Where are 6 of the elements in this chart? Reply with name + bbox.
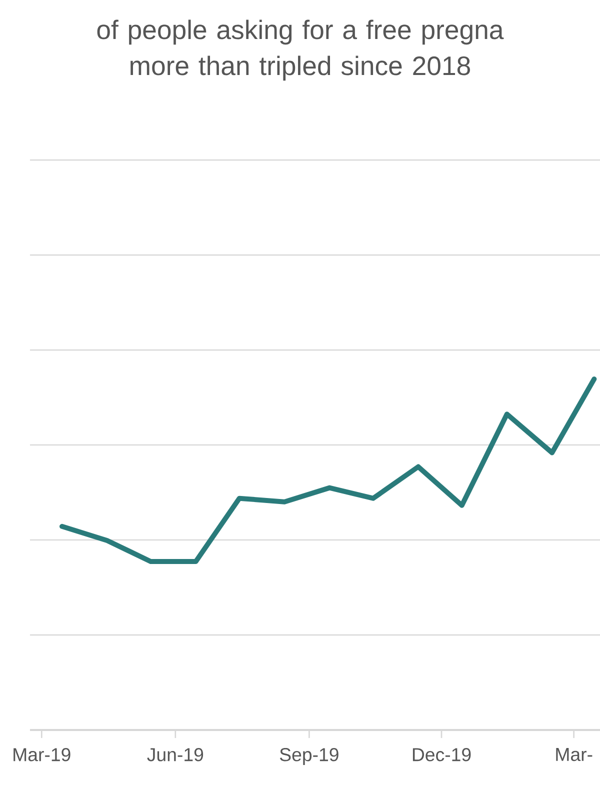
x-tick-label: Mar- (556, 748, 592, 762)
chart-title: of people asking for a free pregna more than tripled since 2018 (97, 20, 504, 81)
x-tick-label: Jun-19 (147, 748, 204, 762)
x-tick-label: Mar-19 (14, 748, 70, 762)
x-tick-label: Sep-19 (280, 748, 338, 765)
x-tick-label: Dec-19 (412, 748, 471, 762)
